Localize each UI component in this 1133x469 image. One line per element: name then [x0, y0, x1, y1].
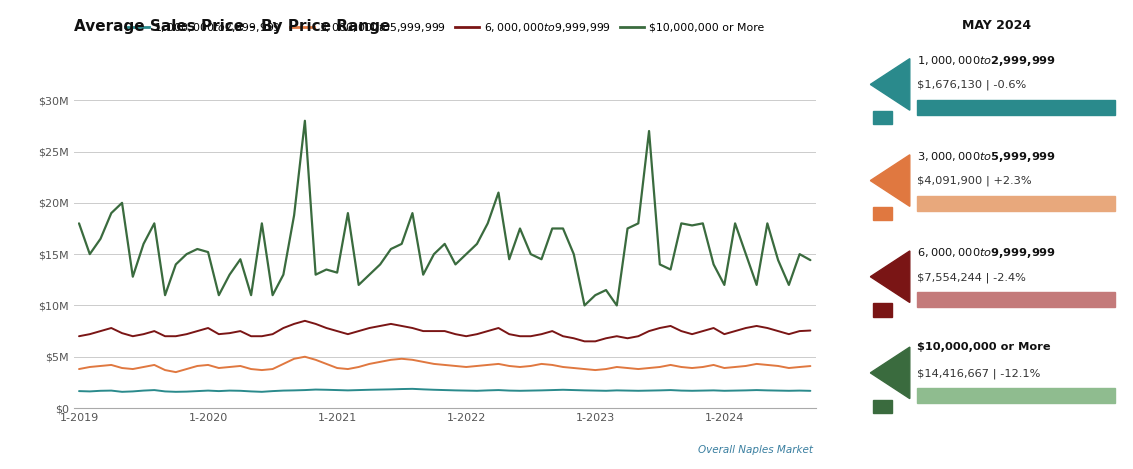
- Bar: [874, 303, 892, 317]
- Legend: $1,000,000 to $2,999,999, $3,000,000 to $5,999,999, $6,000,000 to $9,999,999, $1: $1,000,000 to $2,999,999, $3,000,000 to …: [120, 16, 769, 38]
- Bar: [918, 100, 1115, 115]
- Polygon shape: [870, 59, 910, 110]
- Text: Average Sales Price - By Price Range: Average Sales Price - By Price Range: [74, 19, 390, 34]
- Polygon shape: [870, 251, 910, 303]
- Bar: [918, 388, 1115, 403]
- Text: MAY 2024: MAY 2024: [962, 19, 1031, 32]
- Text: $10,000,000 or More: $10,000,000 or More: [918, 342, 1051, 352]
- Bar: [874, 400, 892, 413]
- Bar: [874, 111, 892, 124]
- Text: $1,000,000 to $2,999,999: $1,000,000 to $2,999,999: [918, 54, 1057, 68]
- Text: $14,416,667 | -12.1%: $14,416,667 | -12.1%: [918, 368, 1041, 378]
- Text: $3,000,000 to $5,999,999: $3,000,000 to $5,999,999: [918, 150, 1057, 164]
- Text: $7,554,244 | -2.4%: $7,554,244 | -2.4%: [918, 272, 1026, 282]
- Bar: [918, 292, 1115, 307]
- Bar: [918, 196, 1115, 211]
- Polygon shape: [870, 155, 910, 206]
- Text: $4,091,900 | +2.3%: $4,091,900 | +2.3%: [918, 176, 1032, 186]
- Text: $6,000,000 to $9,999,999: $6,000,000 to $9,999,999: [918, 246, 1057, 260]
- Bar: [874, 207, 892, 220]
- Text: $1,676,130 | -0.6%: $1,676,130 | -0.6%: [918, 80, 1026, 90]
- Text: Overall Naples Market: Overall Naples Market: [698, 445, 813, 455]
- Polygon shape: [870, 347, 910, 399]
